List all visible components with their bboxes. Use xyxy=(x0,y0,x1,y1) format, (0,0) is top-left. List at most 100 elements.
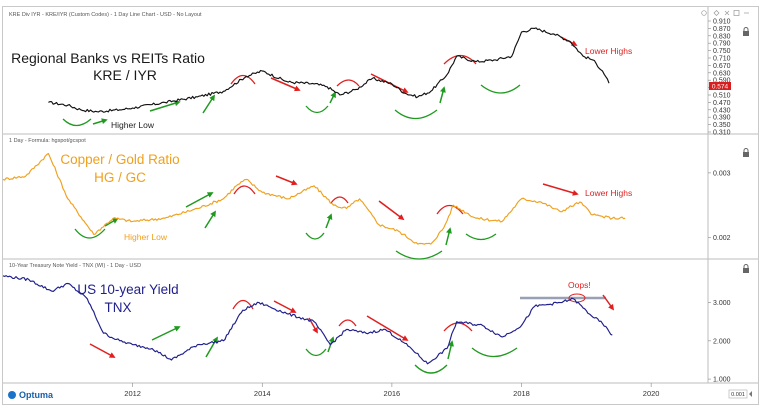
panel1-title-line2: KRE / IYR xyxy=(93,67,157,83)
oops-highlight-circle xyxy=(568,293,586,303)
brand-name: Optuma xyxy=(19,390,54,400)
up-arrow xyxy=(185,192,214,208)
up-arrow xyxy=(202,94,215,114)
series-line xyxy=(48,27,610,113)
lock-icon[interactable] xyxy=(743,27,749,37)
up-arrow xyxy=(149,100,181,112)
peak-arc xyxy=(443,322,473,332)
trough-arc xyxy=(414,364,448,374)
peak-arc xyxy=(232,299,254,310)
up-arrow xyxy=(204,210,216,229)
up-arrow xyxy=(447,340,454,360)
y-tick-label: 0.350 xyxy=(713,122,731,129)
up-arrow xyxy=(92,118,108,125)
up-arrow xyxy=(329,91,336,104)
y-tick-label: 2.000 xyxy=(713,338,731,345)
trough-arc xyxy=(305,348,327,357)
x-tick-label: 2014 xyxy=(254,389,271,398)
down-arrow xyxy=(542,183,579,196)
trough-arc xyxy=(305,105,329,114)
y-tick-label: 0.630 xyxy=(713,70,731,77)
panel2-title-line2: HG / GC xyxy=(94,170,146,185)
down-arrow xyxy=(366,315,409,341)
y-tick-label: 0.003 xyxy=(713,170,731,177)
y-tick-label: 0.590 xyxy=(713,78,731,85)
x-tick-label: 2020 xyxy=(643,389,660,398)
trough-arc xyxy=(395,250,443,260)
y-tick-label: 3.000 xyxy=(713,300,731,307)
panel1-header: KRE Div IYR - KRE/IYR (Custom Codes) - 1… xyxy=(9,12,202,18)
panel2-title-line1: Copper / Gold Ratio xyxy=(60,152,179,167)
annotation-oops: Oops! xyxy=(568,280,591,290)
toolbar-icons[interactable] xyxy=(701,10,749,16)
y-tick-label: 0.750 xyxy=(713,48,731,55)
maximize-icon[interactable] xyxy=(733,10,740,16)
panel3-title-line2: TNX xyxy=(105,300,132,315)
panel3-header: 10-Year Treasury Note Yield - TNX (WI) -… xyxy=(9,263,141,269)
down-arrow xyxy=(273,300,297,313)
down-arrow xyxy=(270,77,301,92)
optuma-logo-icon xyxy=(8,391,16,399)
x-tick-label: 2018 xyxy=(513,389,530,398)
trough-arc xyxy=(471,347,518,358)
y-tick-label: 0.830 xyxy=(713,33,731,40)
up-arrow xyxy=(439,86,446,104)
y-tick-label: 0.790 xyxy=(713,41,731,48)
y-tick-label: 0.870 xyxy=(713,26,731,33)
annotation-lower-highs: Lower Highs xyxy=(585,46,632,56)
up-arrow xyxy=(151,326,181,341)
down-arrow xyxy=(378,200,405,221)
peak-arc xyxy=(336,79,360,87)
arc-group-green xyxy=(62,84,521,374)
peak-arc xyxy=(330,196,349,204)
y-tick-label: 0.002 xyxy=(713,235,731,242)
down-arrow xyxy=(275,175,298,186)
y-tick-label: 0.430 xyxy=(713,107,731,114)
chart-frame: KRE Div IYR - KRE/IYR (Custom Codes) - 1… xyxy=(2,6,759,405)
panel1-title-line1: Regional Banks vs REITs Ratio xyxy=(11,50,205,66)
trough-arc xyxy=(480,84,521,94)
up-arrow xyxy=(325,213,333,229)
y-tick-label: 0.470 xyxy=(713,100,731,107)
annotation-lower-highs: Lower Highs xyxy=(585,188,632,198)
up-arrow xyxy=(445,227,452,246)
x-tick-label: 2012 xyxy=(124,389,141,398)
trough-arc xyxy=(465,233,497,241)
annotation-higher-low: Higher Low xyxy=(124,232,168,242)
peak-arc xyxy=(443,54,477,65)
y-tick-label: 0.910 xyxy=(713,19,731,26)
last-value-text: 0.574 xyxy=(712,84,729,91)
zoom-box[interactable] xyxy=(728,389,748,399)
last-value-badge xyxy=(709,82,731,90)
y-tick-label: 0.390 xyxy=(713,115,731,122)
peak-arc xyxy=(230,74,256,85)
y-tick-label: 0.310 xyxy=(713,130,731,137)
trough-arc xyxy=(394,109,438,120)
y-tick-label: 0.710 xyxy=(713,56,731,63)
series-layer xyxy=(2,27,626,365)
scroll-right-icon[interactable] xyxy=(749,391,752,397)
chart-canvas: KRE Div IYR - KRE/IYR (Custom Codes) - 1… xyxy=(2,7,758,400)
y-tick-label: 0.670 xyxy=(713,63,731,70)
settings-icon[interactable] xyxy=(701,10,707,16)
x-tick-label: 2016 xyxy=(384,389,401,398)
series-line xyxy=(2,152,626,245)
lock-icon[interactable] xyxy=(743,264,749,274)
trough-arc xyxy=(305,232,325,240)
tick-layer: 0.9100.8700.8300.7900.7500.7100.6700.630… xyxy=(124,19,730,399)
peak-arc xyxy=(338,319,357,327)
trough-arc xyxy=(62,118,92,127)
zoom-value: 0.001 xyxy=(731,392,745,398)
peak-arc xyxy=(233,185,256,195)
optuma-logo: Optuma xyxy=(8,390,54,400)
y-tick-label: 0.510 xyxy=(713,93,731,100)
up-arrow xyxy=(104,218,119,227)
annotation-higher-low: Higher Low xyxy=(111,120,155,130)
lock-icon[interactable] xyxy=(743,148,749,158)
down-arrow xyxy=(602,294,615,311)
y-tick-label: 1.000 xyxy=(713,377,731,384)
diamond-icon[interactable] xyxy=(713,10,720,16)
close-icon[interactable] xyxy=(724,10,730,16)
arrow-group-red xyxy=(89,36,615,358)
arc-group-red xyxy=(230,54,477,332)
